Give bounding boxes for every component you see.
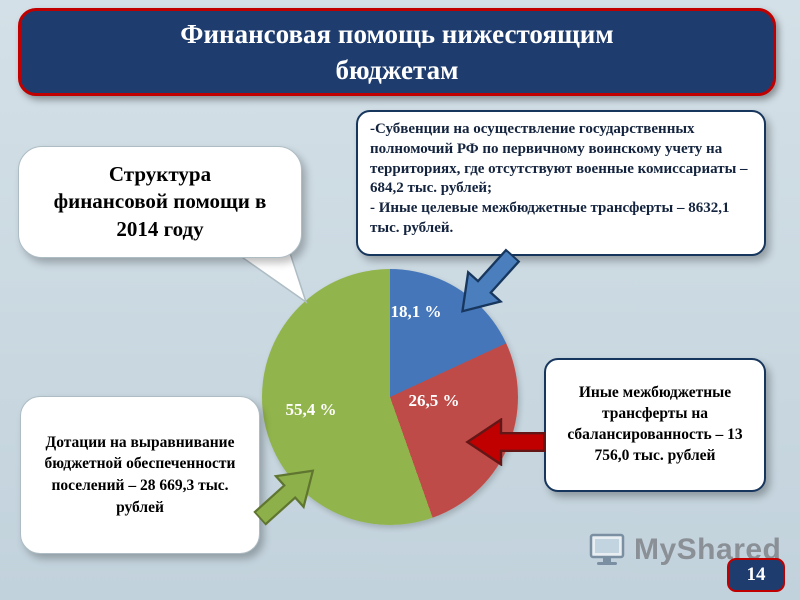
callout-structure-line-1: Структура <box>108 162 212 187</box>
slide-title-line-1: Финансовая помощь нижестоящим <box>180 18 614 49</box>
arrow-balance-transfers-icon <box>465 418 546 466</box>
callout-balance-transfers-text: Иные межбюджетные трансферты на сбаланси… <box>567 384 743 464</box>
callout-dotations-text: Дотации на выравнивание бюджетной обеспе… <box>44 433 236 516</box>
pie-slice-label-subventions: 18,1 % <box>390 302 442 321</box>
page-number-badge: 14 <box>727 558 785 592</box>
monitor-icon <box>589 533 625 565</box>
slide-title-line-2: бюджетам <box>335 55 459 85</box>
callout-structure-tail <box>233 252 308 304</box>
callout-subventions-paragraph-1: -Субвенции на осуществление государствен… <box>370 121 748 197</box>
callout-subventions-paragraph-2: - Иные целевые межбюджетные трансферты –… <box>370 200 730 236</box>
callout-structure-line-3: 2014 году <box>116 216 204 241</box>
callout-dotations: Дотации на выравнивание бюджетной обеспе… <box>20 396 260 554</box>
arrow-subventions-icon <box>461 248 521 313</box>
pie-slice-label-balance-transfers: 26,5 % <box>408 391 460 410</box>
callout-structure-line-2: финансовой помощи в <box>53 189 267 214</box>
page-number: 14 <box>746 564 766 585</box>
slide-title: Финансовая помощь нижестоящим бюджетам <box>18 8 776 96</box>
callout-structure: Структура финансовой помощи в 2014 году <box>18 146 302 258</box>
callout-subventions: -Субвенции на осуществление государствен… <box>356 110 766 256</box>
arrow-dotations-icon <box>253 469 315 526</box>
callout-balance-transfers: Иные межбюджетные трансферты на сбаланси… <box>544 358 766 492</box>
pie-slice-label-dotations: 55,4 % <box>285 400 337 419</box>
